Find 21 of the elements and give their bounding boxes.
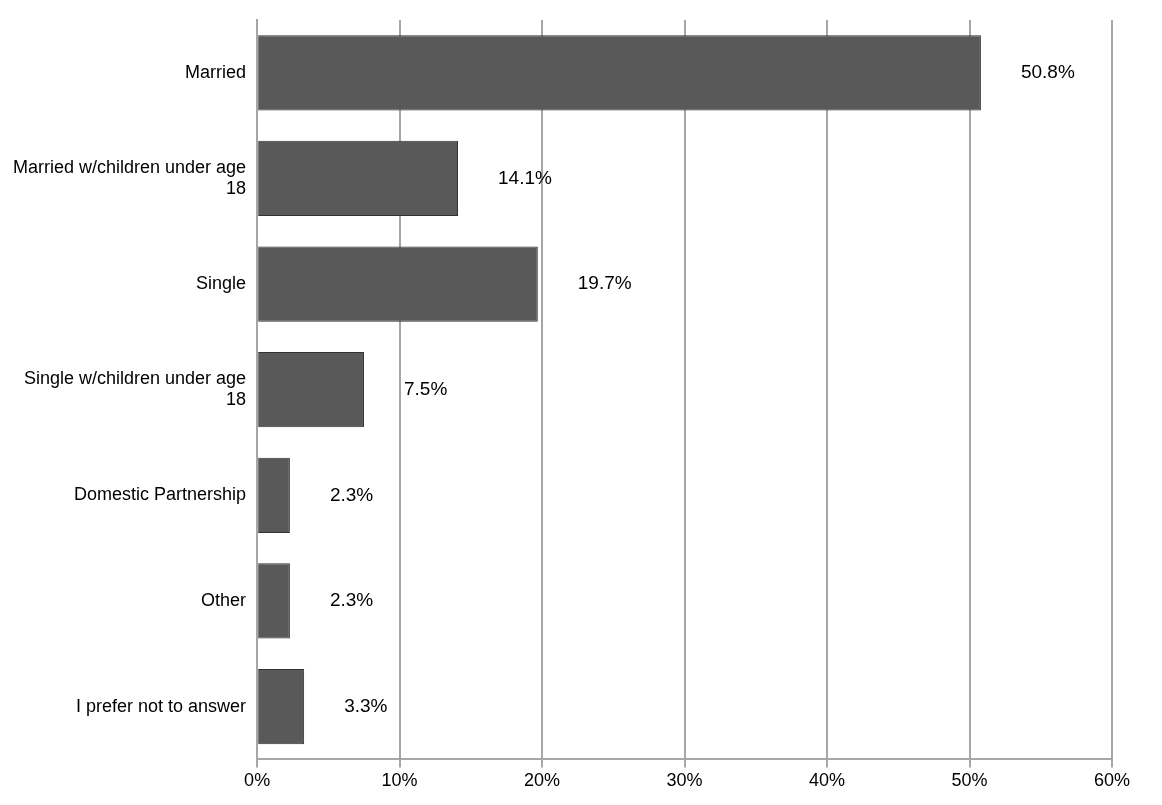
data-label: 19.7% (577, 272, 632, 294)
y-tick-label: Married (185, 61, 247, 82)
data-label: 2.3% (329, 589, 374, 611)
x-tick-label: 40% (809, 770, 846, 791)
y-tick-label: Domestic Partnership (74, 484, 247, 505)
x-tick-label: 20% (524, 770, 561, 791)
data-label: 50.8% (1020, 61, 1075, 83)
data-label: 2.3% (329, 483, 374, 505)
x-tick-label: 0% (244, 770, 271, 791)
y-tick-label: Single w/children under age 18 (23, 367, 247, 410)
y-tick-label: Other (201, 589, 247, 610)
x-tick-label: 10% (381, 770, 418, 791)
y-tick-label: Married w/children under age 18 (13, 156, 247, 199)
data-label: 3.3% (344, 694, 388, 716)
x-tick-label: 50% (951, 770, 988, 791)
y-tick-label: Single (196, 273, 247, 294)
x-tick-label: 30% (666, 770, 703, 791)
y-tick-label: I prefer not to answer (76, 695, 247, 716)
data-label: 14.1% (498, 166, 552, 188)
data-label: 7.5% (403, 377, 448, 399)
x-tick-label: 60% (1093, 770, 1131, 791)
